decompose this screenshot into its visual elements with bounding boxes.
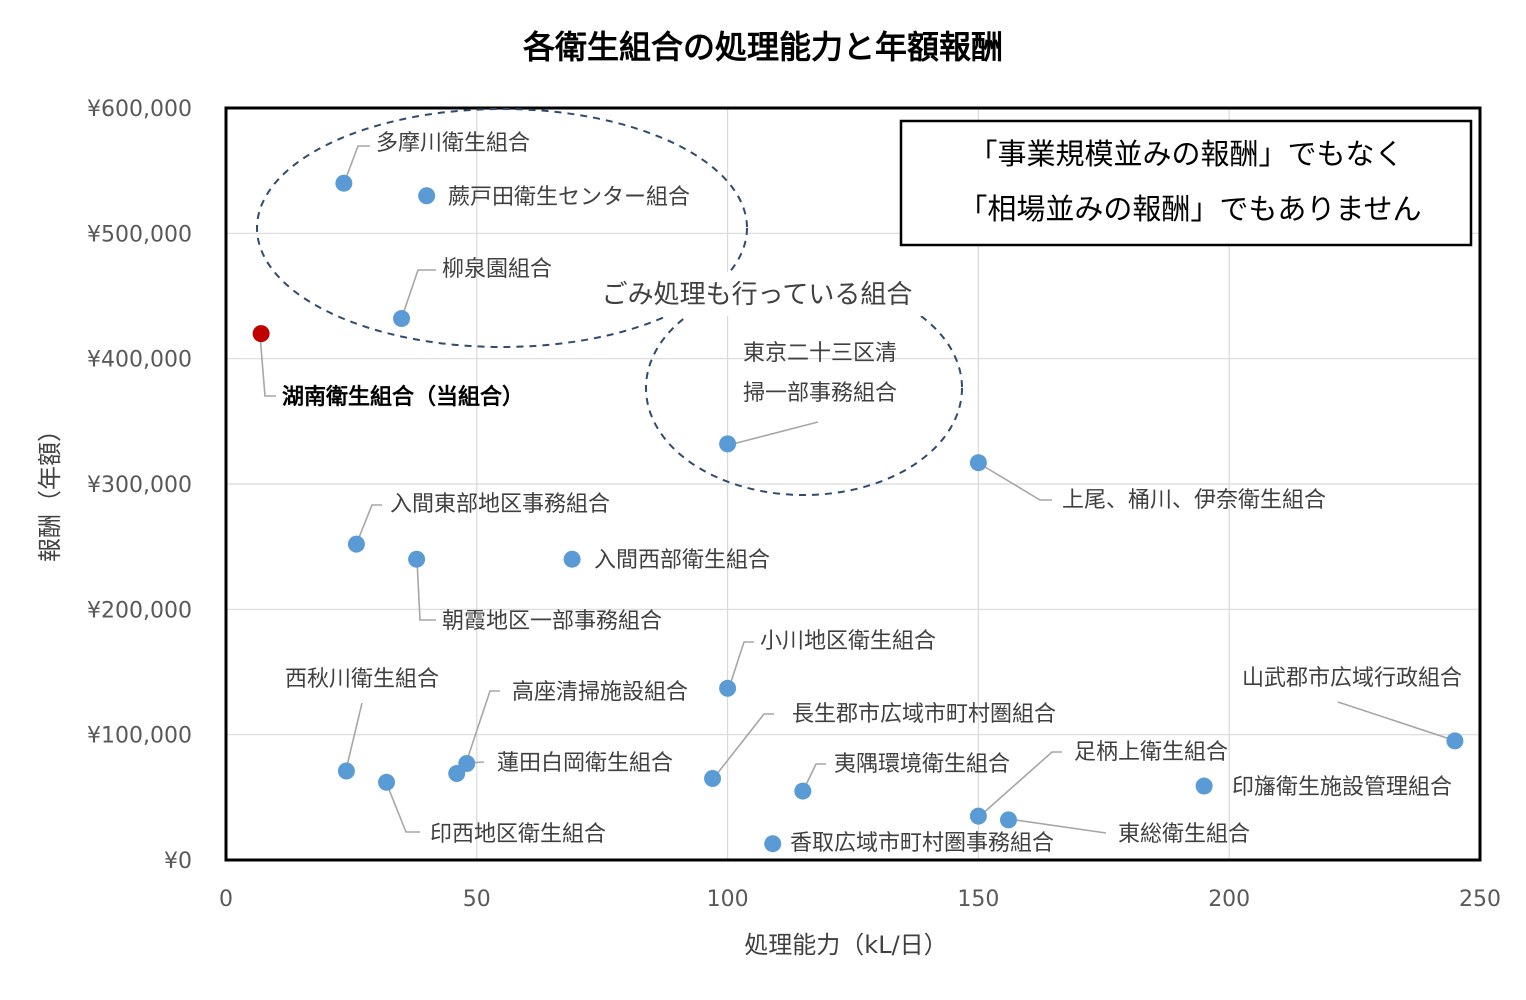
- leader-line: [979, 751, 1062, 817]
- leader-line: [802, 763, 826, 792]
- data-point: [418, 187, 436, 205]
- leader-line: [342, 145, 370, 187]
- x-axis-label: 処理能力（kL/日）: [744, 931, 947, 959]
- data-point: [563, 550, 581, 568]
- callout-line-1: 「事業規模並みの報酬」でもなく: [968, 137, 1403, 171]
- y-tick-label: ¥0: [164, 849, 192, 874]
- y-tick-label: ¥600,000: [87, 97, 192, 122]
- point-label: 朝霞地区一部事務組合: [442, 609, 662, 634]
- data-point: [969, 807, 987, 825]
- point-label: 入間東部地区事務組合: [390, 492, 610, 517]
- group-ellipse-upper: [256, 108, 748, 348]
- leader-line: [979, 463, 1052, 501]
- data-point: [719, 679, 737, 697]
- y-tick-label: ¥500,000: [87, 222, 192, 247]
- x-tick-label: 100: [707, 887, 749, 912]
- leader-line: [355, 504, 382, 546]
- point-label: 印西地区衛生組合: [430, 822, 606, 847]
- data-point: [1195, 777, 1213, 795]
- x-tick-label: 250: [1459, 887, 1501, 912]
- data-point: [337, 762, 355, 780]
- leader-line: [416, 559, 436, 621]
- leader-line: [728, 641, 754, 689]
- leader-line: [728, 421, 819, 446]
- data-point: [408, 550, 426, 568]
- chart-title: 各衛生組合の処理能力と年額報酬: [523, 28, 1003, 66]
- point-label: 東京二十三区清掃一部事務組合: [743, 341, 897, 406]
- callout-box: [899, 119, 1473, 247]
- leader-line: [400, 269, 436, 321]
- point-label: 足柄上衛生組合: [1074, 740, 1228, 765]
- y-tick-label: ¥200,000: [87, 598, 192, 623]
- point-label: 多摩川衛生組合: [376, 131, 530, 156]
- y-tick-label: ¥100,000: [87, 724, 192, 749]
- point-label: 高座清掃施設組合: [512, 680, 688, 705]
- y-axis-label: 報酬（年額）: [36, 418, 64, 562]
- point-label: 柳泉園組合: [442, 257, 552, 282]
- leader-line: [1008, 818, 1107, 834]
- point-label: 蓮田白岡衛生組合: [497, 751, 673, 776]
- leader-line: [712, 713, 774, 780]
- leader-line: [259, 334, 276, 397]
- point-label: 蕨戸田衛生センター組合: [448, 185, 690, 210]
- leader-line: [345, 702, 363, 771]
- point-label: 湖南衛生組合（当組合）: [282, 384, 524, 410]
- point-label: 夷隅環境衛生組合: [834, 752, 1010, 777]
- point-label: 長生郡市広域市町村圏組合: [792, 702, 1056, 727]
- y-tick-label: ¥300,000: [87, 473, 192, 498]
- group-label-bg: [578, 272, 934, 316]
- data-point: [252, 325, 270, 343]
- data-point: [1446, 732, 1464, 750]
- data-point: [448, 765, 466, 783]
- data-point: [999, 811, 1017, 829]
- point-label: 上尾、桶川、伊奈衛生組合: [1062, 488, 1326, 513]
- data-point: [704, 770, 722, 788]
- point-label: 西秋川衛生組合: [285, 667, 439, 692]
- data-point: [764, 835, 782, 853]
- x-tick-label: 200: [1208, 887, 1250, 912]
- data-point: [347, 535, 365, 553]
- data-point: [719, 435, 737, 453]
- leader-line: [385, 781, 420, 833]
- leader-lines: [259, 145, 1457, 834]
- x-tick-label: 50: [463, 887, 491, 912]
- group-label: ごみ処理も行っている組合: [602, 280, 913, 310]
- data-point: [969, 454, 987, 472]
- point-label: 東総衛生組合: [1118, 822, 1250, 847]
- point-label: 入間西部衛生組合: [594, 548, 770, 573]
- x-tick-label: 0: [219, 887, 233, 912]
- grid-lines: [226, 108, 1480, 860]
- data-point: [335, 174, 353, 192]
- point-label: 香取広域市町村圏事務組合: [790, 831, 1054, 856]
- point-label: 小川地区衛生組合: [760, 629, 936, 654]
- data-point: [378, 773, 396, 791]
- leader-line: [465, 690, 500, 764]
- data-point: [393, 310, 411, 328]
- data-points: [252, 174, 1464, 853]
- data-point: [794, 782, 812, 800]
- leader-line: [1337, 701, 1457, 742]
- callout-line-2: 「相場並みの報酬」でもありません: [958, 192, 1421, 226]
- x-tick-label: 150: [957, 887, 999, 912]
- plot-frame: [224, 106, 1482, 862]
- point-label: 山武郡市広域行政組合: [1242, 666, 1462, 691]
- point-label: 印旛衛生施設管理組合: [1232, 775, 1452, 800]
- y-tick-label: ¥400,000: [87, 348, 192, 373]
